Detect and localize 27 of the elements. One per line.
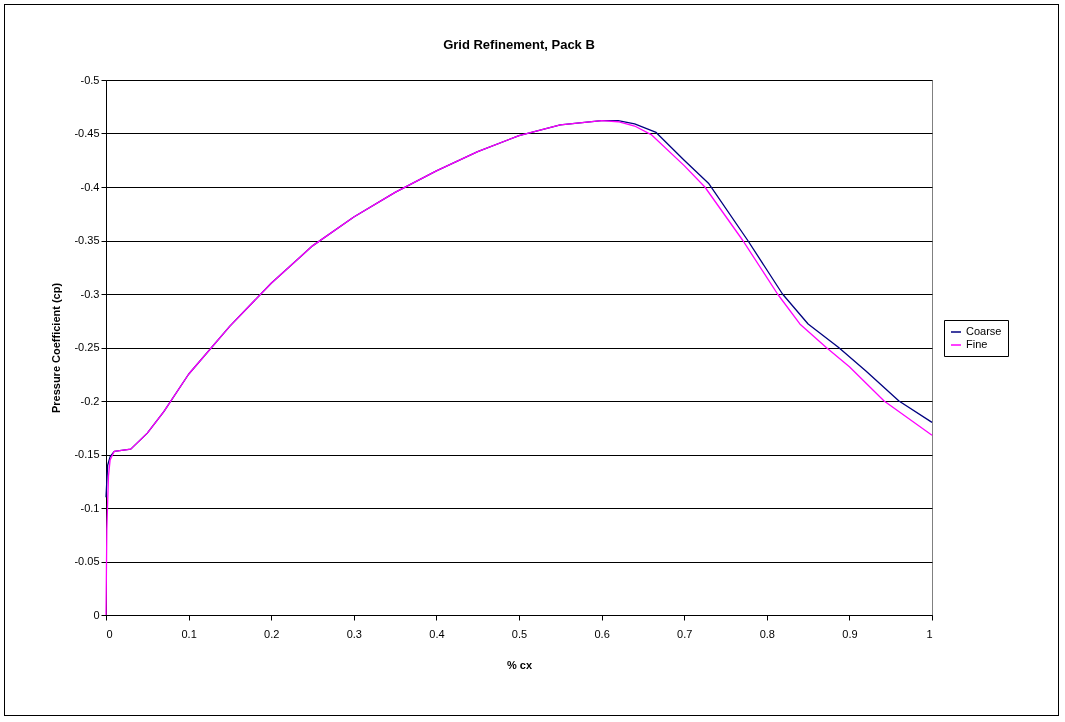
x-tick-label: 0.8 [759, 627, 775, 640]
x-tick-label: 0.6 [594, 627, 610, 640]
y-tick-label: -0.2 [80, 394, 100, 407]
x-tick-label: 0.3 [346, 627, 362, 640]
chart-title: Grid Refinement, Pack B [443, 37, 595, 52]
x-axis-title: % cx [506, 658, 533, 671]
y-tick-label: -0.15 [74, 448, 100, 460]
x-tick-label: 0.4 [429, 627, 445, 640]
y-axis-title: Pressure Coefficient (cp) [50, 282, 63, 414]
y-tick-label: -0.45 [74, 127, 100, 139]
legend-label: Fine [966, 338, 988, 350]
x-tick-label: 0.9 [842, 627, 858, 640]
y-tick-label: -0.5 [80, 73, 100, 86]
y-tick-label: -0.1 [80, 501, 100, 514]
y-tick-label: -0.25 [74, 341, 100, 353]
y-tick-label: -0.05 [74, 555, 100, 567]
x-tick-label: 0 [106, 627, 113, 640]
y-tick-label: -0.3 [80, 287, 100, 300]
x-tick-label: 0.1 [181, 627, 197, 640]
x-tick-label: 0.5 [511, 627, 528, 640]
x-tick-label: 1 [926, 627, 933, 640]
y-tick-label: -0.35 [74, 234, 100, 246]
x-tick-label: 0.2 [264, 627, 280, 640]
y-tick-label: -0.4 [80, 180, 100, 193]
legend-label: Coarse [966, 325, 1002, 337]
y-tick-label: 0 [93, 608, 100, 621]
x-tick-label: 0.7 [677, 627, 693, 640]
